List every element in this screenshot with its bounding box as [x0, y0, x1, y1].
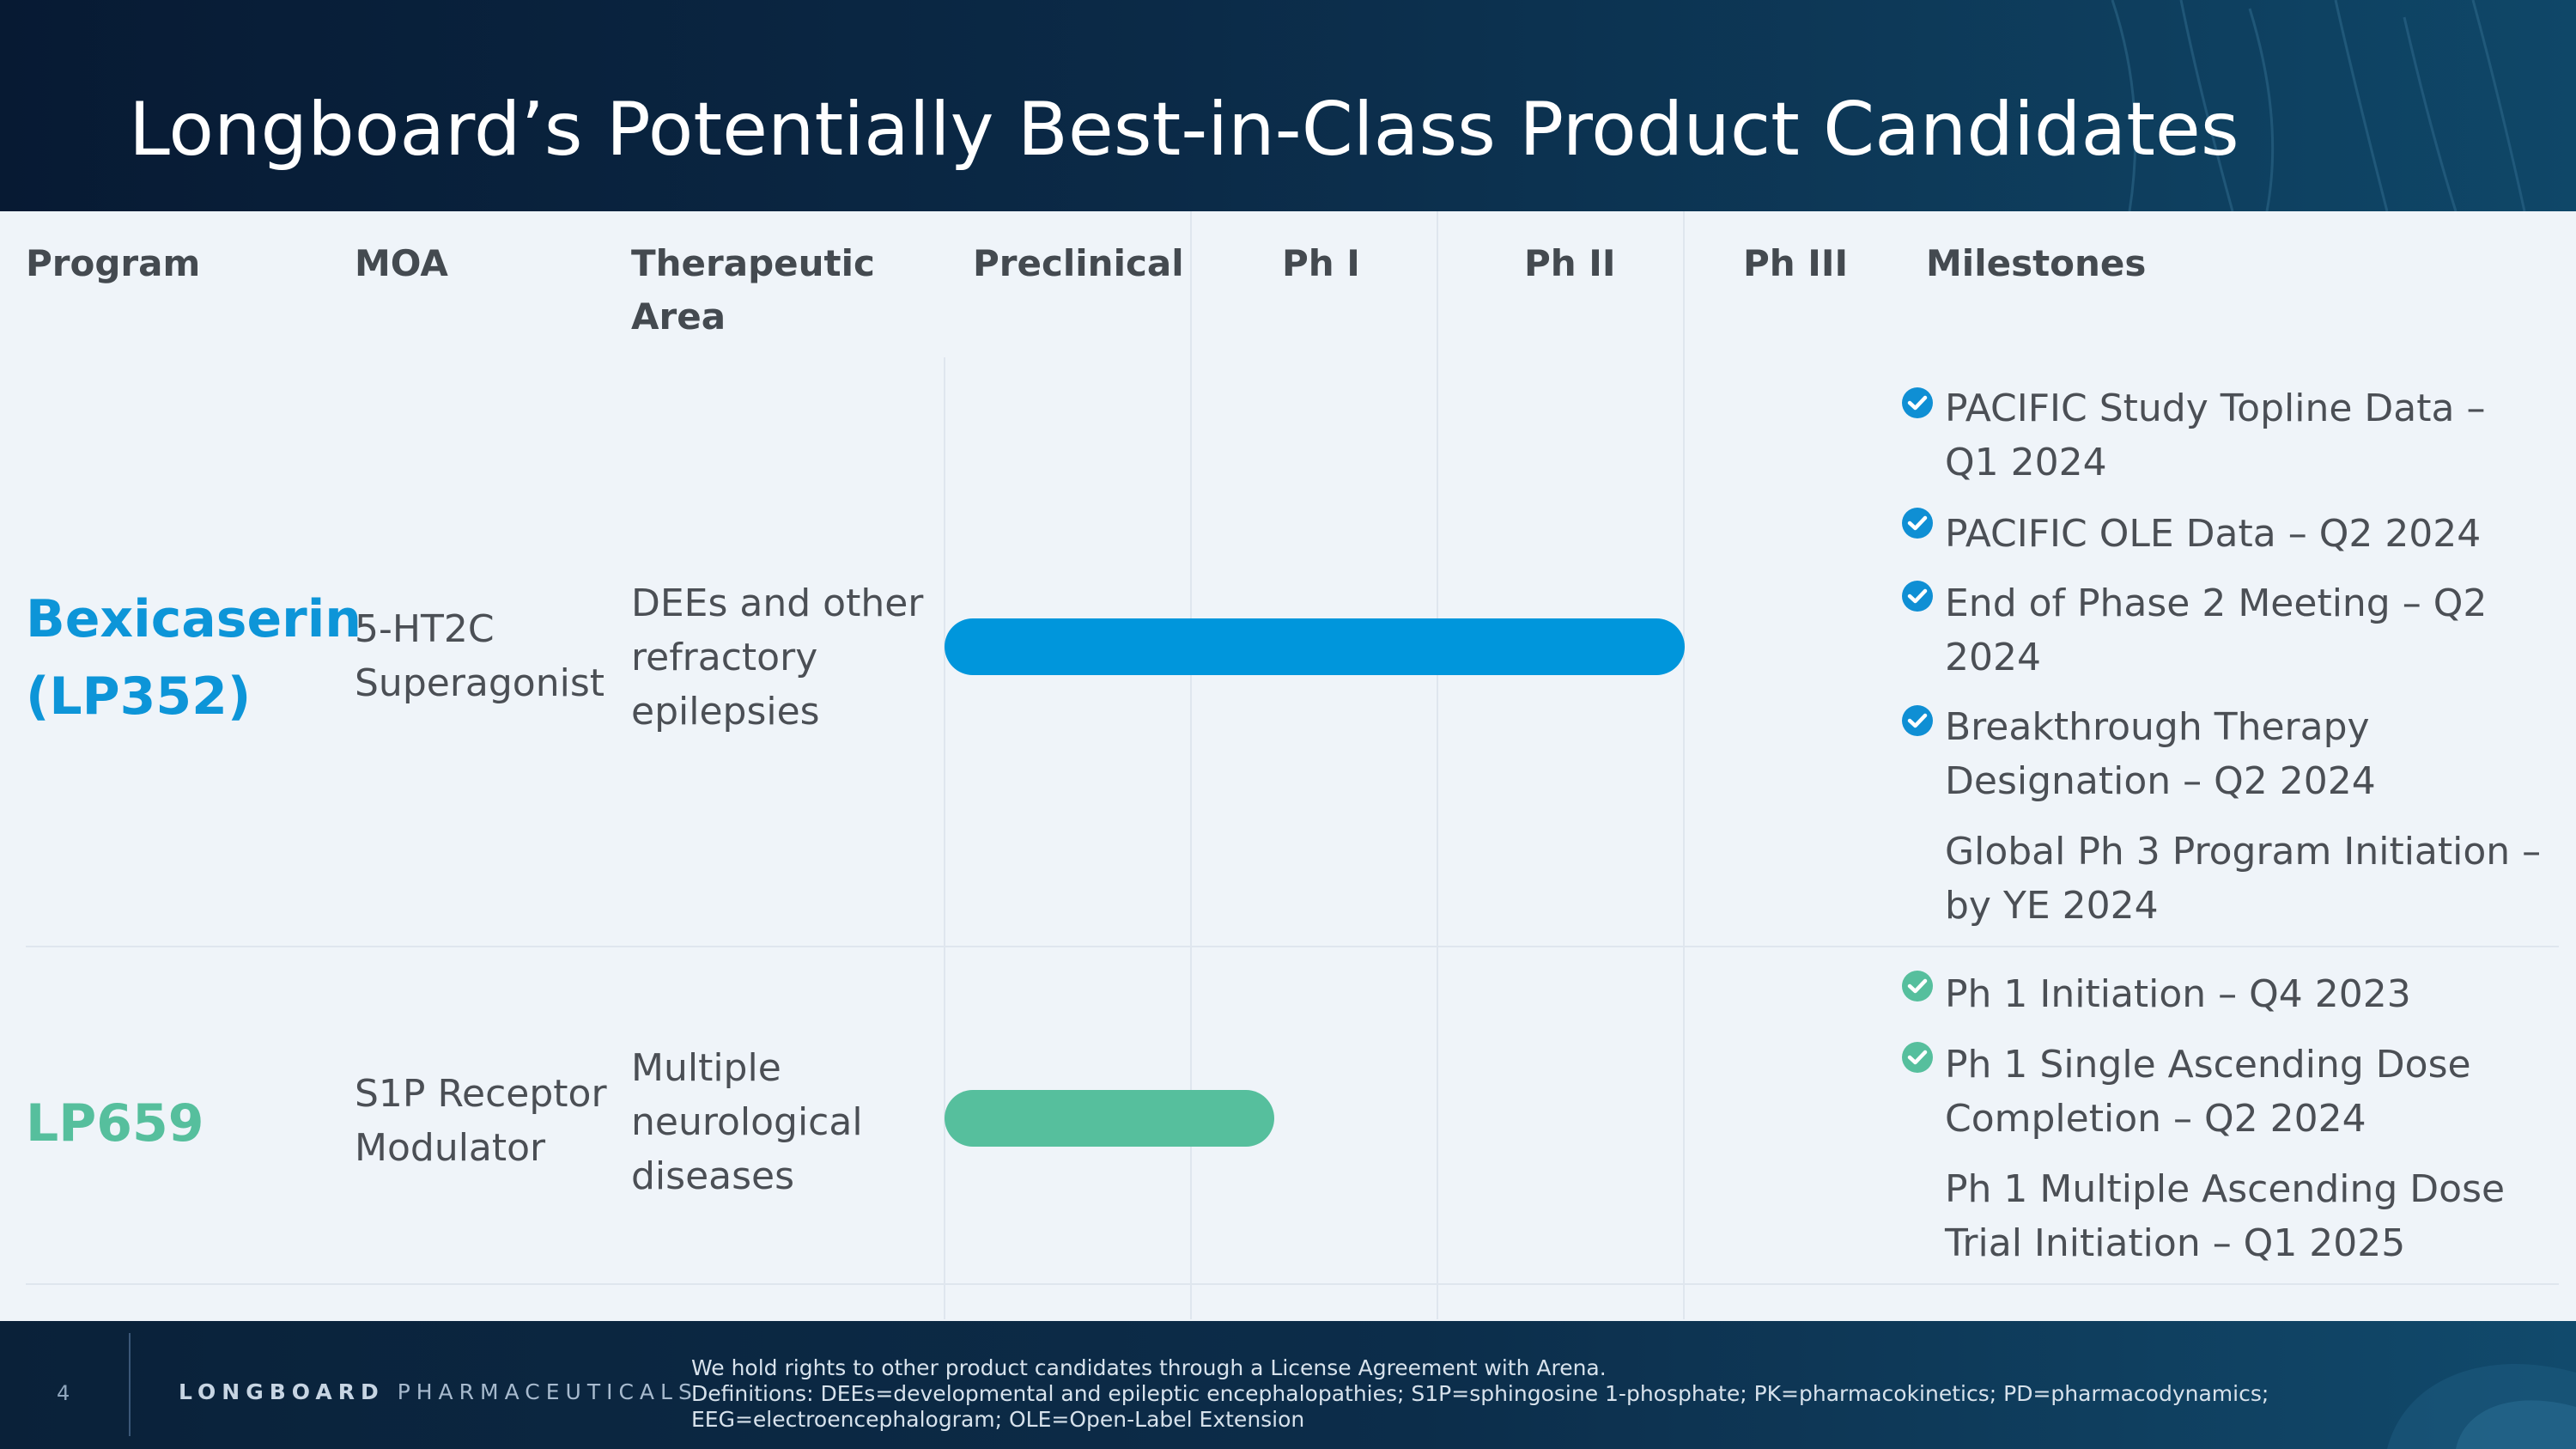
- slide-title: Longboard’s Potentially Best-in-Class Pr…: [129, 87, 2239, 173]
- page-number: 4: [57, 1381, 70, 1405]
- milestone-text: Ph 1 Single Ascending Dose: [1945, 1043, 2471, 1087]
- background-streaks: [2111, 0, 2526, 211]
- milestone-item: PACIFIC OLE Data – Q2 2024: [1945, 507, 2546, 561]
- milestone-text: 2024: [1945, 636, 2041, 679]
- milestone-text: PACIFIC OLE Data – Q2 2024: [1945, 512, 2482, 556]
- milestone-text: Q1 2024: [1945, 441, 2107, 484]
- area-line3: diseases: [631, 1154, 795, 1198]
- grid-line: [1683, 211, 1685, 1319]
- milestone-text: Global Ph 3 Program Initiation –: [1945, 830, 2542, 874]
- row-divider: [26, 946, 2559, 947]
- moa-line2: Modulator: [355, 1126, 546, 1170]
- milestone-text: Trial Initiation – Q1 2025: [1945, 1221, 2406, 1265]
- slide-footer: 4 LONGBOARD PHARMACEUTICALS We hold righ…: [0, 1321, 2576, 1449]
- milestone-text: PACIFIC Study Topline Data –: [1945, 387, 2486, 430]
- area-line1: DEEs and other: [631, 581, 924, 625]
- header-preclinical: Preclinical: [973, 242, 1184, 284]
- check-icon: [1902, 581, 1933, 612]
- header-moa: MOA: [355, 242, 448, 284]
- footnote-line3: EEG=electroencephalogram; OLE=Open-Label…: [691, 1407, 1305, 1432]
- check-icon: [1902, 508, 1933, 539]
- milestone-text: by YE 2024: [1945, 884, 2159, 928]
- logo-bold-text: LONGBOARD: [179, 1379, 385, 1404]
- header-therapeutic-area: Therapeutic Area: [631, 237, 875, 344]
- company-logo: LONGBOARD PHARMACEUTICALS: [179, 1379, 698, 1404]
- moa-cell: S1P Receptor Modulator: [355, 1067, 607, 1175]
- moa-line2: Superagonist: [355, 661, 605, 705]
- milestone-text: Ph 1 Initiation – Q4 2023: [1945, 972, 2411, 1016]
- area-line2: neurological: [631, 1100, 863, 1144]
- progress-bar-lp659: [945, 1090, 1274, 1147]
- row-divider: [26, 1283, 2559, 1285]
- program-name-line1: Bexicaserin: [26, 589, 362, 649]
- grid-line: [1437, 211, 1438, 1319]
- slide-header: Longboard’s Potentially Best-in-Class Pr…: [0, 0, 2576, 211]
- area-line3: epilepsies: [631, 690, 820, 734]
- footnote-line1: We hold rights to other product candidat…: [691, 1355, 1607, 1380]
- grid-line: [944, 357, 945, 1319]
- footnote-line2: Definitions: DEEs=developmental and epil…: [691, 1381, 2269, 1406]
- moa-cell: 5-HT2C Superagonist: [355, 602, 605, 710]
- milestone-item: Ph 1 Initiation – Q4 2023: [1945, 967, 2546, 1021]
- program-name-line2: (LP352): [26, 667, 252, 727]
- moa-line1: 5-HT2C: [355, 607, 495, 651]
- milestone-item: PACIFIC Study Topline Data – Q1 2024: [1945, 381, 2546, 490]
- therapeutic-area-cell: Multiple neurological diseases: [631, 1041, 863, 1203]
- header-program: Program: [26, 242, 201, 284]
- area-line2: refractory: [631, 636, 818, 679]
- header-ph1: Ph I: [1282, 242, 1360, 284]
- check-icon: [1902, 387, 1933, 418]
- check-icon: [1902, 971, 1933, 1002]
- wave-graphic: [2387, 1364, 2576, 1449]
- milestone-text: Breakthrough Therapy: [1945, 705, 2370, 749]
- milestone-item: End of Phase 2 Meeting – Q2 2024: [1945, 576, 2546, 685]
- milestone-item: Global Ph 3 Program Initiation – by YE 2…: [1945, 825, 2546, 933]
- program-name-line1: LP659: [26, 1093, 204, 1154]
- area-line1: Multiple: [631, 1046, 781, 1090]
- milestone-text: Designation – Q2 2024: [1945, 759, 2376, 803]
- grid-line: [1190, 211, 1192, 1319]
- program-name-lp659: LP659: [26, 1085, 204, 1162]
- milestone-text: Ph 1 Multiple Ascending Dose: [1945, 1167, 2506, 1211]
- footer-divider: [129, 1333, 131, 1436]
- header-milestones: Milestones: [1926, 242, 2147, 284]
- check-icon: [1902, 1042, 1933, 1073]
- pipeline-table: Program MOA Therapeutic Area Preclinical…: [0, 211, 2576, 1321]
- header-therapeutic-line1: Therapeutic: [631, 242, 875, 284]
- milestone-item: Ph 1 Single Ascending Dose Completion – …: [1945, 1038, 2546, 1146]
- check-icon: [1902, 705, 1933, 736]
- header-ph3: Ph III: [1743, 242, 1849, 284]
- therapeutic-area-cell: DEEs and other refractory epilepsies: [631, 576, 923, 739]
- header-ph2: Ph II: [1524, 242, 1616, 284]
- header-therapeutic-line2: Area: [631, 295, 726, 338]
- milestone-text: End of Phase 2 Meeting – Q2: [1945, 581, 2488, 625]
- moa-line1: S1P Receptor: [355, 1072, 607, 1116]
- milestone-item: Breakthrough Therapy Designation – Q2 20…: [1945, 700, 2546, 808]
- milestone-text: Completion – Q2 2024: [1945, 1097, 2366, 1141]
- progress-bar-bexicaserin: [945, 618, 1685, 675]
- milestone-item: Ph 1 Multiple Ascending Dose Trial Initi…: [1945, 1162, 2546, 1270]
- logo-light-text: PHARMACEUTICALS: [397, 1379, 698, 1404]
- program-name-bexicaserin: Bexicaserin (LP352): [26, 581, 361, 735]
